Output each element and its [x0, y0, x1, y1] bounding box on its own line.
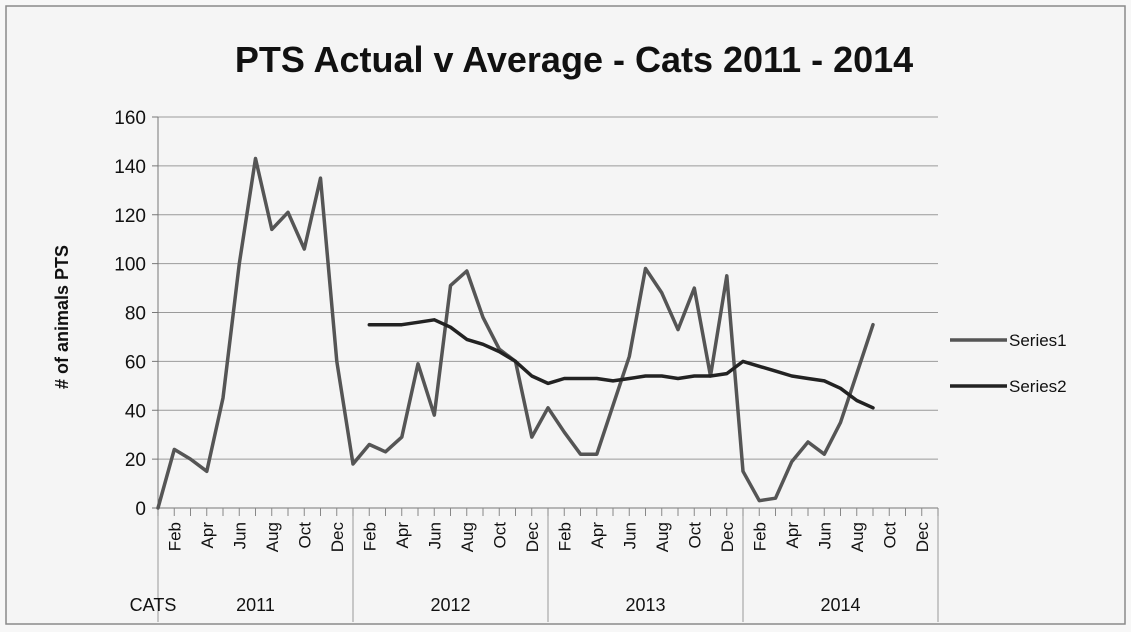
x-category-label: CATS [130, 595, 177, 615]
x-year-label: 2011 [236, 595, 275, 615]
x-month-label: Aug [458, 522, 477, 552]
y-axis-ticks: 0 20 40 60 80 100 120 140 160 [114, 108, 159, 520]
gridlines [158, 116, 938, 460]
x-month-label: Feb [360, 522, 379, 551]
x-year-label: 2012 [430, 595, 470, 615]
y-tick-label: 140 [114, 157, 146, 178]
x-month-label: Feb [165, 522, 184, 551]
x-axis: Feb Apr Jun Aug Oct Dec Feb Apr Jun Aug Oct Dec Feb A… [130, 507, 939, 622]
y-tick-label: 120 [114, 206, 146, 227]
series-line-2 [367, 318, 875, 410]
x-month-label: Jun [230, 522, 249, 549]
x-year-label: 2013 [625, 595, 665, 615]
x-month-label: Dec [913, 522, 932, 553]
y-tick-label: 100 [114, 255, 146, 276]
legend-label-2: Series2 [1009, 377, 1067, 396]
x-month-label: Apr [783, 522, 802, 549]
x-month-label: Dec [718, 522, 737, 553]
chart-title: PTS Actual v Average - Cats 2011 - 2014 [235, 39, 913, 80]
y-tick-label: 160 [114, 108, 146, 129]
x-month-label: Oct [685, 522, 704, 549]
x-month-label: Aug [848, 522, 867, 552]
x-month-label: Dec [328, 522, 347, 553]
x-month-label: Apr [588, 522, 607, 549]
y-tick-label: 20 [125, 450, 146, 471]
legend: Series1 Series2 [950, 331, 1067, 396]
y-tick-label: 0 [135, 499, 146, 520]
x-month-label: Oct [880, 522, 899, 549]
x-month-label: Jun [425, 522, 444, 549]
x-month-label: Feb [555, 522, 574, 551]
series-layer [156, 156, 875, 510]
y-axis-label: # of animals PTS [52, 245, 72, 389]
x-month-label: Apr [393, 522, 412, 549]
x-month-label: Jun [815, 522, 834, 549]
y-tick-label: 80 [125, 304, 146, 325]
x-month-label: Apr [198, 522, 217, 549]
x-month-label: Aug [653, 522, 672, 552]
x-year-label: 2014 [820, 595, 860, 615]
x-month-label: Oct [295, 522, 314, 549]
x-month-label: Dec [523, 522, 542, 553]
y-tick-label: 40 [125, 401, 146, 422]
legend-label-1: Series1 [1009, 331, 1067, 350]
x-month-label: Feb [750, 522, 769, 551]
x-month-label: Aug [263, 522, 282, 552]
x-month-label: Oct [490, 522, 509, 549]
y-tick-label: 60 [125, 352, 146, 373]
x-month-label: Jun [620, 522, 639, 549]
